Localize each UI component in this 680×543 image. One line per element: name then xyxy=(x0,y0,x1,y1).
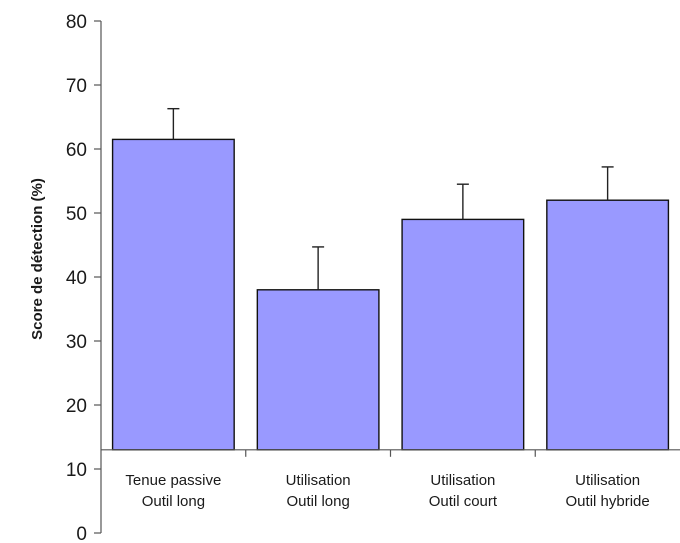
y-axis-title: Score de détection (%) xyxy=(29,178,46,340)
y-tick-label: 10 xyxy=(66,460,87,481)
y-tick-label: 30 xyxy=(66,332,87,353)
y-tick-label: 20 xyxy=(66,396,87,417)
bar xyxy=(256,289,380,451)
bars xyxy=(111,138,670,451)
category-label: Utilisation xyxy=(430,472,495,489)
y-tick-label: 0 xyxy=(76,524,87,543)
category-label: Outil hybride xyxy=(566,493,650,510)
y-tick-label: 40 xyxy=(66,268,87,289)
bar xyxy=(546,199,670,451)
bar xyxy=(401,218,525,451)
category-label: Outil long xyxy=(142,493,205,510)
category-label: Outil long xyxy=(286,493,349,510)
y-tick-label: 80 xyxy=(66,12,87,33)
category-label: Tenue passive xyxy=(125,472,221,489)
category-label: Utilisation xyxy=(575,472,640,489)
category-label: Outil court xyxy=(429,493,498,510)
y-tick-label: 60 xyxy=(66,140,87,161)
y-tick-label: 70 xyxy=(66,76,87,97)
y-axis: 0 10 20 30 40 50 60 70 80 xyxy=(66,12,102,543)
error-bars xyxy=(167,107,614,290)
bar xyxy=(111,138,235,451)
y-tick-label: 50 xyxy=(66,204,87,225)
category-label: Utilisation xyxy=(286,472,351,489)
x-axis: Tenue passive Outil long Utilisation Outil … xyxy=(101,449,680,510)
